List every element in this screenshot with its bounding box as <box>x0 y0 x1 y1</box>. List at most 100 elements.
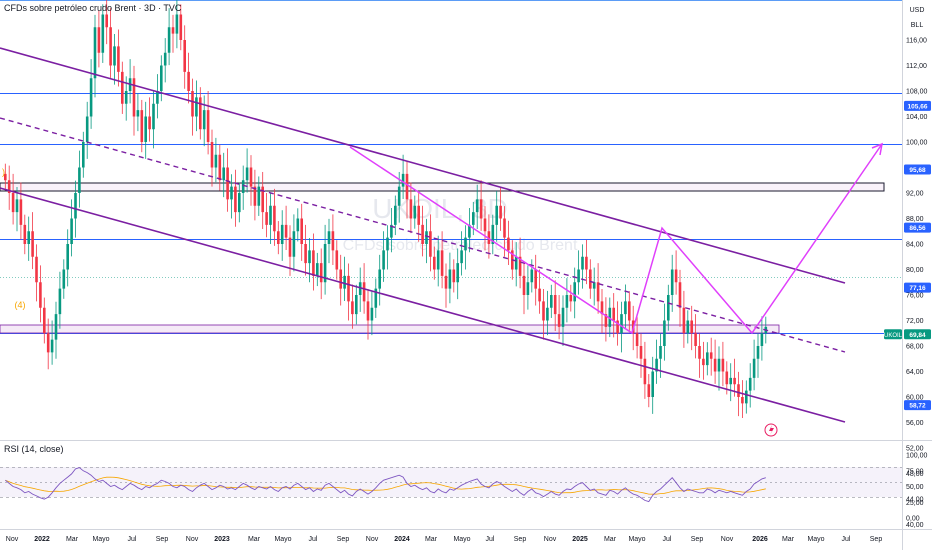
watermark-symbol: UKOIL, 3D <box>372 193 507 224</box>
candle-body <box>175 14 179 34</box>
price-badge <box>904 400 931 411</box>
time-tick: Sep <box>691 536 704 543</box>
time-tick: 2023 <box>214 536 230 543</box>
price-badges: 105,66 95,68 86,56 77,16 UKOIL 69,84 58,72 <box>884 100 931 411</box>
price-tick: 108,00 <box>906 89 928 96</box>
price-tick: 88,00 <box>906 216 924 223</box>
candle-body <box>199 97 202 130</box>
time-tick: Jul <box>309 536 318 543</box>
candle-body <box>569 295 573 302</box>
candle-body <box>690 320 693 334</box>
price-badge <box>904 100 931 111</box>
currency-label[interactable]: USD <box>910 7 925 14</box>
candle-body <box>748 377 752 391</box>
candle-body <box>249 167 253 187</box>
candle-body <box>191 91 194 117</box>
rsi-label: RSI (14, close) <box>4 444 64 454</box>
time-tick: Sep <box>514 536 527 543</box>
channel-lower[interactable] <box>0 187 846 423</box>
candle-body <box>253 186 257 206</box>
candle-body <box>163 52 167 66</box>
candle-body <box>729 377 732 385</box>
candle-body <box>741 397 744 404</box>
price-tick: 56,00 <box>906 420 924 427</box>
rsi-tick: 0,00 <box>906 516 920 523</box>
candle-body <box>15 199 19 213</box>
time-tick: 2024 <box>394 536 410 543</box>
candle-body <box>397 186 401 206</box>
candle-body <box>702 358 705 366</box>
time-tick: Jul <box>663 536 672 543</box>
resistance-zone[interactable] <box>0 182 885 192</box>
price-tick: 72,00 <box>906 318 924 325</box>
candle-body <box>167 27 171 53</box>
time-tick: Jul <box>128 536 137 543</box>
price-tick: 44,00 <box>906 497 924 504</box>
candle-body <box>429 231 432 257</box>
candle-body <box>651 371 654 397</box>
candle-body <box>362 282 366 302</box>
candle-body <box>171 27 175 34</box>
price-badge-text: 69,84 <box>909 332 926 339</box>
support-zone[interactable] <box>0 324 780 334</box>
time-tick: Mayo <box>628 536 645 543</box>
candle-body <box>241 180 245 193</box>
price-badge-text: 86,56 <box>909 225 926 232</box>
candle-body <box>760 333 764 346</box>
time-tick: Mayo <box>453 536 470 543</box>
rsi-pane[interactable] <box>0 441 902 529</box>
candle-body <box>394 205 397 225</box>
zigzag-projection[interactable] <box>349 143 883 335</box>
candle-body <box>245 167 249 181</box>
candle-body <box>421 224 424 244</box>
candle-body <box>643 358 647 385</box>
candle-body <box>495 205 498 225</box>
candle-body <box>581 256 584 270</box>
time-tick: 2022 <box>34 536 50 543</box>
price-tick: 40,00 <box>906 522 924 529</box>
candle-body <box>62 269 66 289</box>
candle-body <box>542 301 545 321</box>
candle-body <box>210 142 214 168</box>
time-axis[interactable]: Nov 2022 Mar Mayo Jul Sep Nov 2023 Mar Mayo Jul Sep… <box>6 536 883 543</box>
candle-body <box>737 384 740 397</box>
price-tick: 48,00 <box>906 471 924 478</box>
candle-body <box>530 269 534 283</box>
candle-body <box>323 244 327 283</box>
candle-body <box>109 27 112 66</box>
main-pane[interactable] <box>0 0 902 440</box>
candle-body <box>503 218 506 238</box>
unit-label[interactable]: BLL <box>911 22 924 29</box>
candle-body <box>39 282 42 308</box>
candle-body <box>616 320 619 334</box>
price-tick: 92,00 <box>906 191 924 198</box>
channel-middle[interactable] <box>0 117 846 353</box>
rsi-line[interactable] <box>5 467 766 503</box>
candle-body <box>152 103 155 130</box>
rsi-ma-line <box>5 476 766 495</box>
rsi-tick: 100,00 <box>906 453 928 460</box>
candle-body <box>452 269 456 283</box>
chart-title: CFDs sobre petróleo crudo Brent · 3D · T… <box>4 3 182 13</box>
price-badge-text: 95,68 <box>909 167 926 174</box>
time-tick: Sep <box>337 536 350 543</box>
time-tick: Mar <box>604 536 617 543</box>
candle-body <box>46 333 50 353</box>
candle-body <box>425 231 428 244</box>
candle-body <box>721 358 725 372</box>
wave-label-4: (4) <box>15 300 26 310</box>
time-tick: Mar <box>248 536 261 543</box>
candle-body <box>624 301 627 315</box>
channel-upper[interactable] <box>0 47 846 284</box>
candle-body <box>682 307 686 334</box>
candle-body <box>93 27 97 79</box>
price-tick: 84,00 <box>906 242 924 249</box>
candle-body <box>635 333 639 346</box>
candle-body <box>35 256 38 283</box>
candle-body <box>370 307 374 321</box>
candle-body <box>54 314 58 340</box>
candle-body <box>468 224 471 238</box>
lightning-glyph <box>769 425 774 435</box>
